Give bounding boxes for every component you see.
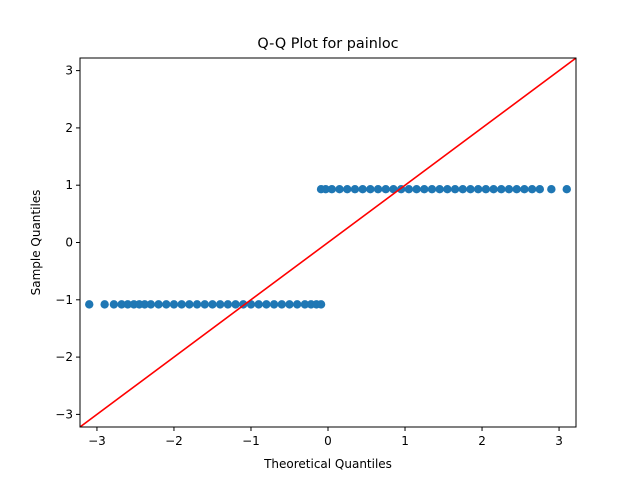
y-tick-label: 3 xyxy=(65,64,73,78)
data-point xyxy=(489,185,498,194)
y-tick-label: −1 xyxy=(55,293,73,307)
data-point xyxy=(427,185,437,194)
data-point xyxy=(215,300,225,309)
data-point xyxy=(497,185,506,194)
x-tick-label: −3 xyxy=(88,434,106,448)
data-point xyxy=(458,185,467,194)
data-point xyxy=(177,300,186,309)
data-point xyxy=(285,300,294,309)
y-tick-label: 2 xyxy=(65,121,73,135)
data-point xyxy=(200,300,209,309)
x-tick-label: −1 xyxy=(242,434,260,448)
data-point xyxy=(85,300,94,309)
data-point xyxy=(412,185,421,194)
data-point xyxy=(404,185,414,194)
data-point xyxy=(381,185,390,194)
data-point xyxy=(420,185,429,194)
data-point xyxy=(366,185,375,194)
data-point xyxy=(473,185,483,194)
x-tick-label: 2 xyxy=(478,434,486,448)
data-point xyxy=(481,185,491,194)
data-point xyxy=(154,300,163,309)
x-tick-label: 3 xyxy=(555,434,563,448)
x-axis-label: Theoretical Quantiles xyxy=(263,457,392,471)
data-point xyxy=(146,300,156,309)
data-point xyxy=(192,300,202,309)
data-point xyxy=(100,300,109,309)
data-point xyxy=(373,185,383,194)
data-point xyxy=(547,185,556,194)
data-point xyxy=(123,300,132,309)
data-point xyxy=(231,300,240,309)
data-point xyxy=(223,300,233,309)
y-tick-label: 0 xyxy=(65,236,73,250)
data-point xyxy=(316,300,326,309)
data-point xyxy=(269,300,279,309)
data-point xyxy=(162,300,171,309)
y-tick-label: 1 xyxy=(65,178,73,192)
x-tick-label: 0 xyxy=(324,434,332,448)
reference-line xyxy=(80,58,576,427)
reference-line-layer xyxy=(80,58,576,427)
points-layer xyxy=(85,185,571,309)
data-point xyxy=(504,185,514,194)
data-point xyxy=(527,185,537,194)
data-point xyxy=(254,300,263,309)
data-point xyxy=(443,185,452,194)
x-tick-label: 1 xyxy=(401,434,409,448)
data-point xyxy=(140,300,149,309)
data-point xyxy=(435,185,444,194)
data-point xyxy=(358,185,367,194)
data-point xyxy=(169,300,179,309)
data-point xyxy=(512,185,521,194)
data-point xyxy=(300,300,310,309)
data-point xyxy=(520,185,529,194)
data-point xyxy=(535,185,545,194)
x-tick-label: −2 xyxy=(165,434,183,448)
plot-frame xyxy=(79,57,577,428)
data-point xyxy=(292,300,302,309)
y-axis-label: Sample Quantiles xyxy=(29,190,43,296)
data-point xyxy=(466,185,475,194)
data-point xyxy=(262,300,271,309)
data-point xyxy=(109,300,119,309)
data-point xyxy=(117,300,126,309)
data-point xyxy=(185,300,194,309)
y-tick-label: −2 xyxy=(55,350,73,364)
data-point xyxy=(335,185,344,194)
data-point xyxy=(208,300,217,309)
data-point xyxy=(277,300,286,309)
y-tick-label: −3 xyxy=(55,407,73,421)
data-point xyxy=(450,185,460,194)
chart-title: Q-Q Plot for painloc xyxy=(257,36,398,52)
data-point xyxy=(350,185,360,194)
data-point xyxy=(562,185,571,194)
ticks-layer: −3 −2 −1 0 1 2 3 −3 −2 −1 0 1 2 3 xyxy=(55,64,563,448)
data-point xyxy=(321,185,330,194)
data-point xyxy=(343,185,352,194)
data-point xyxy=(327,185,337,194)
